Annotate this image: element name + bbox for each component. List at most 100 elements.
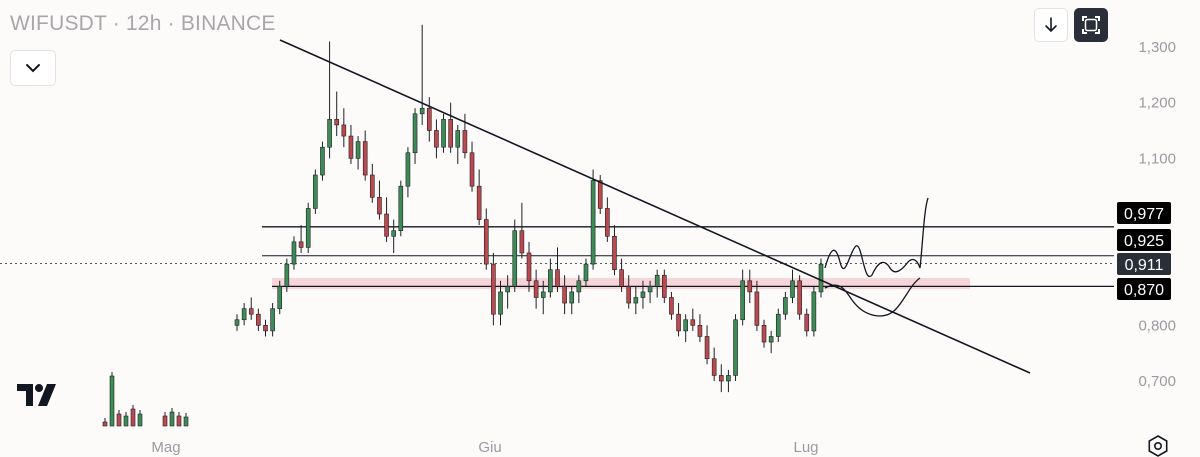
candle-body	[733, 319, 738, 376]
candle-body	[683, 319, 688, 332]
candle-body	[697, 325, 703, 337]
candle-body	[377, 197, 382, 215]
candle-body	[612, 235, 617, 270]
candle-body	[690, 319, 696, 326]
candle-body	[576, 280, 582, 293]
candle-body	[512, 230, 518, 287]
candle-body	[747, 280, 753, 293]
price-tag: 0,977	[1117, 202, 1171, 224]
y-tick-label: 1,200	[1138, 95, 1176, 112]
candle	[562, 275, 567, 315]
candle-body	[583, 263, 589, 282]
y-tick-label: 1,100	[1138, 150, 1176, 167]
candle	[783, 291, 788, 320]
candle-body	[740, 280, 745, 321]
candle	[313, 169, 318, 214]
candle	[462, 113, 468, 159]
price-tag-label: 0,925	[1124, 233, 1164, 250]
candle-body	[619, 269, 624, 287]
candle-body	[169, 411, 175, 427]
fullscreen-icon	[1082, 16, 1100, 34]
candle-body	[597, 180, 603, 209]
candle	[263, 319, 268, 337]
candle	[426, 97, 432, 142]
candle	[498, 280, 503, 326]
candle	[241, 303, 247, 326]
price-tag-bg	[1117, 278, 1171, 300]
candle-body	[761, 325, 767, 343]
trendline[interactable]	[279, 39, 1031, 374]
settings-button[interactable]	[1143, 432, 1173, 457]
candle-body	[797, 280, 802, 315]
candle-body	[669, 297, 674, 315]
candle-body	[241, 308, 247, 321]
candle-body	[726, 375, 731, 382]
candle	[676, 303, 681, 337]
candles-layer	[102, 24, 824, 427]
chevron-down-icon	[26, 64, 40, 73]
price-axis: 1,300 1,200 1,100 0,800 0,700	[1138, 39, 1176, 390]
candle-body	[355, 141, 361, 159]
candle	[362, 130, 368, 181]
candle	[483, 208, 489, 270]
candle	[754, 280, 760, 331]
candle	[647, 280, 653, 304]
candle-body	[804, 313, 810, 332]
x-tick-label: Lug	[793, 439, 818, 456]
candle	[377, 180, 382, 220]
candle-body	[704, 336, 710, 360]
candle-body	[654, 274, 660, 287]
symbol-title[interactable]: WIFUSDT · 12h · BINANCE	[10, 12, 276, 35]
candle-body	[462, 130, 468, 154]
candle-body	[130, 408, 136, 427]
candle	[761, 319, 767, 348]
candle-body	[362, 141, 368, 176]
price-tag-bg	[1117, 229, 1171, 251]
candle	[512, 219, 518, 292]
candle	[334, 91, 340, 137]
collapse-button[interactable]	[10, 50, 56, 86]
candle-body	[775, 313, 781, 337]
download-button[interactable]	[1034, 8, 1068, 42]
candle	[669, 291, 674, 320]
candle	[626, 275, 632, 309]
candle	[419, 24, 425, 125]
candle	[733, 314, 738, 381]
candle	[654, 269, 660, 298]
candle	[384, 197, 389, 242]
candle	[811, 286, 817, 337]
candle	[183, 413, 189, 427]
candle	[441, 113, 446, 153]
candle-body	[483, 219, 489, 265]
candle-body	[109, 375, 115, 427]
candle-body	[590, 180, 596, 265]
candle-body	[137, 413, 143, 427]
candle	[455, 124, 461, 164]
candle-body	[540, 291, 546, 298]
candle-body	[441, 119, 446, 148]
candle	[583, 258, 589, 287]
candle-body	[412, 113, 418, 154]
candle-body	[633, 297, 639, 304]
candle-body	[754, 291, 760, 326]
candle-body	[768, 336, 774, 343]
candle-body	[277, 286, 283, 309]
candle-body	[284, 263, 290, 287]
candle-body	[398, 185, 404, 232]
candle	[305, 202, 311, 253]
candle	[434, 119, 439, 159]
candle-body	[434, 130, 439, 148]
candle-body	[234, 319, 240, 326]
candle-body	[320, 146, 325, 176]
candle	[555, 247, 560, 292]
candle	[818, 258, 824, 298]
candle-body	[491, 263, 496, 315]
fullscreen-button[interactable]	[1074, 8, 1108, 42]
y-tick-label: 0,700	[1138, 373, 1176, 390]
tradingview-logo	[17, 384, 56, 406]
time-axis: Mag Giu Lug	[151, 439, 818, 456]
candle-body	[676, 313, 681, 332]
candle	[775, 308, 781, 343]
